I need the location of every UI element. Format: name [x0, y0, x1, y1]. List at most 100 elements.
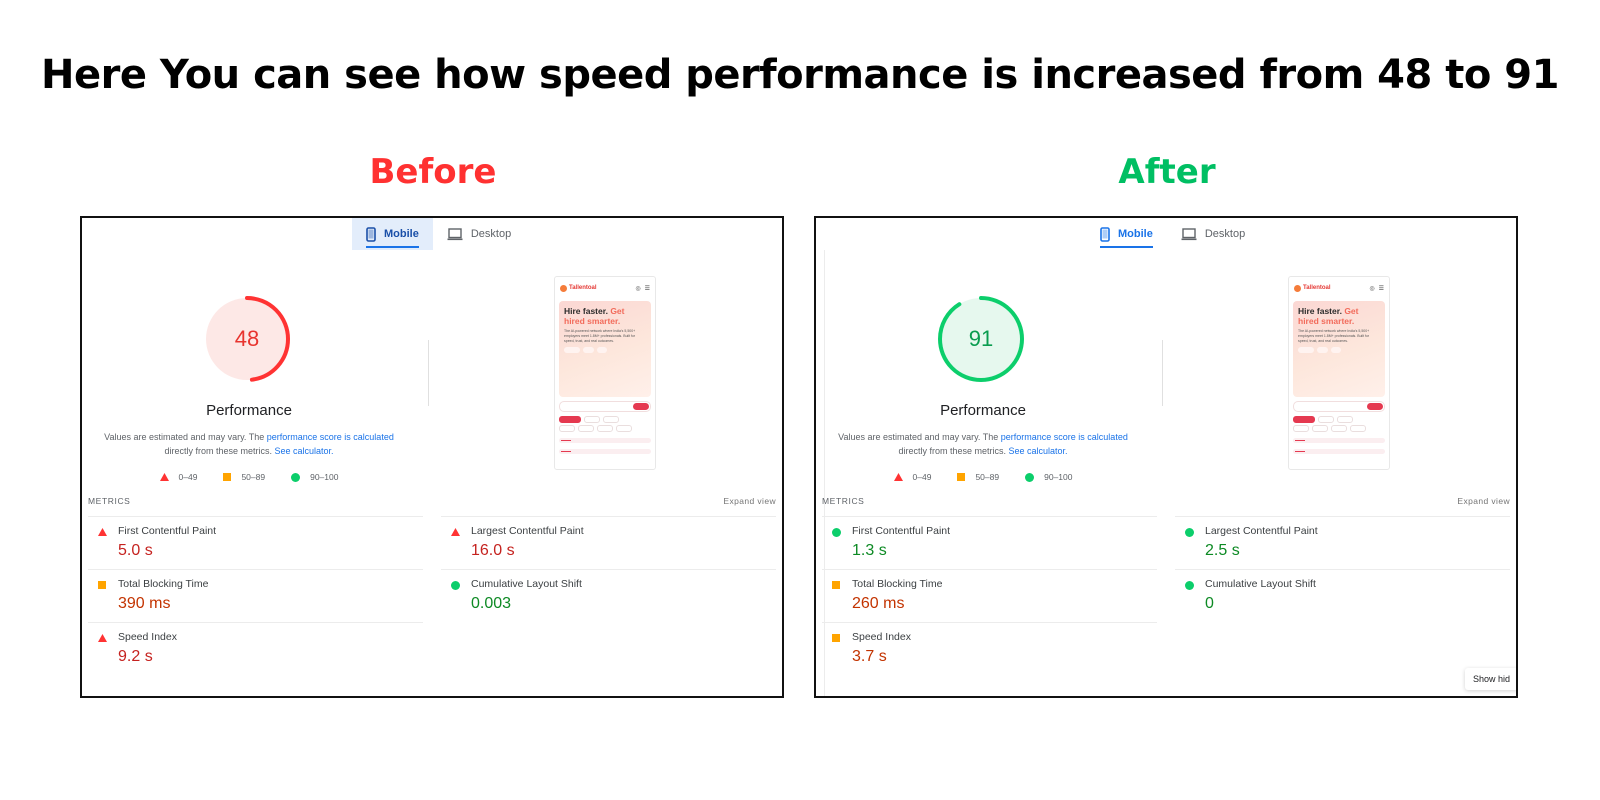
thumb-pill	[584, 416, 600, 423]
metric-label: First Contentful Paint	[118, 525, 217, 537]
score-legend: 0–49 50–89 90–100	[82, 472, 416, 482]
metric-label: Largest Contentful Paint	[1205, 525, 1318, 537]
expand-view-button[interactable]: Expand view	[1457, 496, 1510, 506]
thumb-chip	[597, 347, 608, 353]
legend-pass: 90–100	[291, 472, 338, 482]
thumb-headline: Hire faster. Get hired smarter.	[1298, 306, 1380, 326]
metric-label: Total Blocking Time	[852, 578, 943, 590]
thumb-headline: Hire faster. Get hired smarter.	[564, 306, 646, 326]
thumb-h1-accent2: hired smarter.	[564, 316, 621, 326]
circle-pass-icon	[1185, 528, 1194, 537]
metrics-title: METRICS	[88, 496, 131, 506]
thumb-pill	[603, 416, 619, 423]
legend-pass: 90–100	[1025, 472, 1072, 482]
metrics-grid: First Contentful Paint 1.3 s Largest Con…	[822, 516, 1510, 675]
thumb-filters	[1293, 416, 1385, 423]
thumb-h1-plain: Hire faster.	[1298, 306, 1345, 316]
thumb-pill	[1293, 425, 1309, 432]
panel-edge	[824, 250, 825, 696]
thumb-chips	[564, 347, 646, 353]
divider	[428, 340, 429, 406]
performance-score-link[interactable]: performance score is calculated	[266, 432, 394, 442]
thumb-subtext: The AI-powered network where India's 5,5…	[564, 329, 636, 343]
thumb-chip	[564, 347, 581, 353]
show-hidden-button[interactable]: Show hid	[1464, 668, 1516, 690]
performance-gauge: 48	[202, 294, 292, 384]
thumb-pill	[1337, 416, 1353, 423]
metric-label: Cumulative Layout Shift	[471, 578, 582, 590]
device-tabs: Mobile Desktop	[1086, 218, 1259, 252]
thumb-menu-icon: ☰	[1378, 285, 1384, 292]
metric-fcp: First Contentful Paint 5.0 s	[88, 516, 423, 569]
triangle-fail-icon	[159, 473, 169, 481]
thumb-pill	[1312, 425, 1328, 432]
thumb-slider	[1293, 438, 1385, 443]
metric-cls: Cumulative Layout Shift 0.003	[441, 569, 776, 622]
see-calculator-link[interactable]: See calculator.	[274, 446, 334, 456]
metric-label: Speed Index	[118, 631, 177, 643]
final-screenshot-thumbnail[interactable]: Tallentoal ◎ ☰ Hire faster. Get hired smar…	[1288, 276, 1390, 470]
performance-score: 91	[968, 326, 994, 351]
desc-text-2: directly from these metrics.	[898, 446, 1009, 456]
thumb-slider	[559, 438, 651, 443]
thumb-h1-accent2: hired smarter.	[1298, 316, 1355, 326]
circle-pass-icon	[451, 581, 460, 590]
thumb-search-button	[633, 403, 649, 410]
expand-view-button[interactable]: Expand view	[723, 496, 776, 506]
desc-text-2: directly from these metrics.	[164, 446, 275, 456]
square-average-icon	[223, 473, 232, 481]
legend-fail-label: 0–49	[912, 472, 932, 482]
thumb-logo: Tallentoal	[1294, 284, 1331, 292]
legend-fail: 0–49	[159, 472, 197, 482]
metric-value: 0	[1205, 595, 1214, 612]
thumb-settings-icon: ◎	[1369, 285, 1375, 292]
thumb-pill	[1293, 416, 1315, 423]
thumb-pill	[616, 425, 632, 432]
tab-desktop[interactable]: Desktop	[433, 218, 525, 250]
performance-score: 48	[234, 326, 260, 351]
tab-mobile-label: Mobile	[1118, 228, 1153, 240]
device-tabs: Mobile Desktop	[352, 218, 525, 252]
tab-desktop-label: Desktop	[1204, 228, 1246, 240]
gauge-ring-icon	[204, 296, 290, 382]
metric-value: 5.0 s	[118, 542, 153, 559]
square-average-icon	[957, 473, 966, 481]
tab-mobile[interactable]: Mobile	[352, 218, 433, 250]
square-average-icon	[832, 581, 840, 589]
thumb-filters	[559, 416, 651, 423]
final-screenshot-thumbnail[interactable]: Tallentoal ◎ ☰ Hire faster. Get hired smar…	[554, 276, 656, 470]
thumb-chip	[1317, 347, 1329, 353]
thumb-chip	[1298, 347, 1315, 353]
before-label: Before	[369, 152, 497, 192]
metrics-title: METRICS	[822, 496, 865, 506]
metric-label: Total Blocking Time	[118, 578, 209, 590]
thumb-settings-icon: ◎	[635, 285, 641, 292]
thumb-chip	[583, 347, 595, 353]
mobile-icon	[366, 226, 376, 242]
see-calculator-link[interactable]: See calculator.	[1008, 446, 1068, 456]
thumb-slider-2	[559, 449, 651, 454]
desktop-icon	[1181, 227, 1197, 241]
thumb-hero: Hire faster. Get hired smarter. The AI-po…	[559, 301, 651, 397]
thumb-pill	[559, 416, 581, 423]
thumb-header: Tallentoal ◎ ☰	[555, 277, 655, 299]
metric-si: Speed Index 3.7 s	[822, 622, 1157, 675]
tab-desktop[interactable]: Desktop	[1167, 218, 1259, 250]
performance-score-link[interactable]: performance score is calculated	[1000, 432, 1128, 442]
thumb-logo: Tallentoal	[560, 284, 597, 292]
thumb-subtext: The AI-powered network where India's 5,5…	[1298, 329, 1370, 343]
desc-text: Values are estimated and may vary. The	[104, 432, 267, 442]
legend-average-label: 50–89	[241, 472, 266, 482]
metric-value: 2.5 s	[1205, 542, 1240, 559]
thumb-pill	[1331, 425, 1347, 432]
thumb-chips	[1298, 347, 1380, 353]
performance-title: Performance	[940, 402, 1026, 419]
tab-mobile[interactable]: Mobile	[1086, 218, 1167, 250]
thumb-pill	[597, 425, 613, 432]
circle-pass-icon	[832, 528, 841, 537]
performance-gauge: 91	[936, 294, 1026, 384]
thumb-search	[1293, 401, 1385, 412]
circle-pass-icon	[1025, 472, 1035, 482]
metric-lcp: Largest Contentful Paint 2.5 s	[1175, 516, 1510, 569]
headline: Here You can see how speed performance i…	[41, 52, 1559, 98]
